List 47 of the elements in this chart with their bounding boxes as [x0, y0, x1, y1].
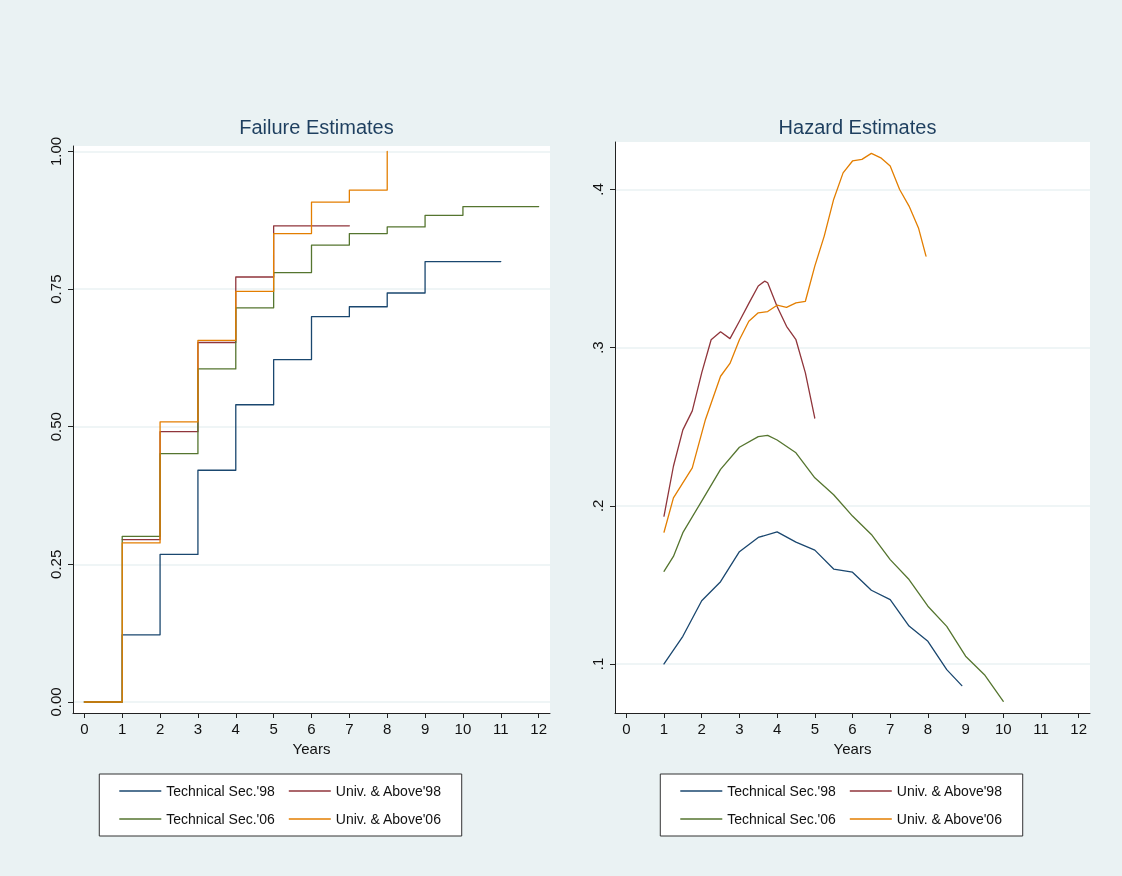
x-tick-label: 11: [1033, 720, 1049, 737]
x-tick-label: 9: [961, 720, 970, 737]
x-tick-label: 5: [810, 720, 819, 737]
x-tick-label: 11: [493, 720, 509, 737]
x-tick-label: 8: [923, 720, 933, 737]
y-tick-label: 0.00: [47, 687, 64, 717]
legend-label: Univ. & Above'06: [335, 811, 442, 827]
y-tick-label: 0.25: [47, 549, 64, 579]
y-tick-label: .3: [589, 341, 606, 354]
x-tick-label: 7: [345, 720, 354, 737]
x-tick-label: 9: [420, 720, 430, 737]
x-tick-label: 12: [1070, 720, 1088, 737]
x-tick-label: 0: [80, 720, 89, 737]
x-tick-label: 10: [994, 720, 1012, 737]
x-tick-label: 4: [772, 720, 782, 737]
x-tick-label: 5: [269, 720, 278, 737]
x-tick-label: 2: [697, 720, 706, 737]
y-tick-label: 0.50: [47, 412, 64, 442]
x-tick-label: 1: [659, 720, 669, 737]
chart-title: Failure Estimates: [239, 116, 394, 138]
x-tick-label: 3: [193, 720, 203, 737]
x-tick-label: 1: [118, 720, 127, 737]
x-tick-label: 8: [383, 720, 392, 737]
legend-label: Univ. & Above'06: [896, 811, 1003, 827]
x-axis-title: Years: [833, 739, 872, 757]
legend-label: Univ. & Above'98: [335, 783, 442, 799]
x-axis-title: Years: [292, 739, 331, 757]
x-tick-label: 3: [735, 720, 744, 737]
x-tick-label: 12: [530, 720, 547, 737]
y-tick-label: .2: [589, 499, 606, 513]
chart-title: Hazard Estimates: [778, 116, 937, 138]
x-tick-label: 4: [231, 720, 240, 737]
x-tick-label: 6: [848, 720, 857, 737]
legend-label: Technical Sec.'98: [166, 783, 276, 799]
x-tick-label: 6: [307, 720, 316, 737]
legend-label: Technical Sec.'06: [166, 811, 276, 827]
y-tick-label: 0.75: [47, 274, 64, 304]
y-tick-label: .4: [589, 183, 606, 196]
x-tick-label: 7: [886, 720, 895, 737]
x-tick-label: 10: [454, 720, 472, 737]
legend-label: Univ. & Above'98: [896, 783, 1003, 799]
legend-label: Technical Sec.'06: [727, 811, 837, 827]
y-tick-label: 1.00: [47, 136, 64, 167]
y-tick-label: .1: [589, 657, 606, 671]
x-tick-label: 2: [155, 720, 165, 737]
legend-label: Technical Sec.'98: [727, 783, 837, 799]
x-tick-label: 0: [622, 720, 631, 737]
